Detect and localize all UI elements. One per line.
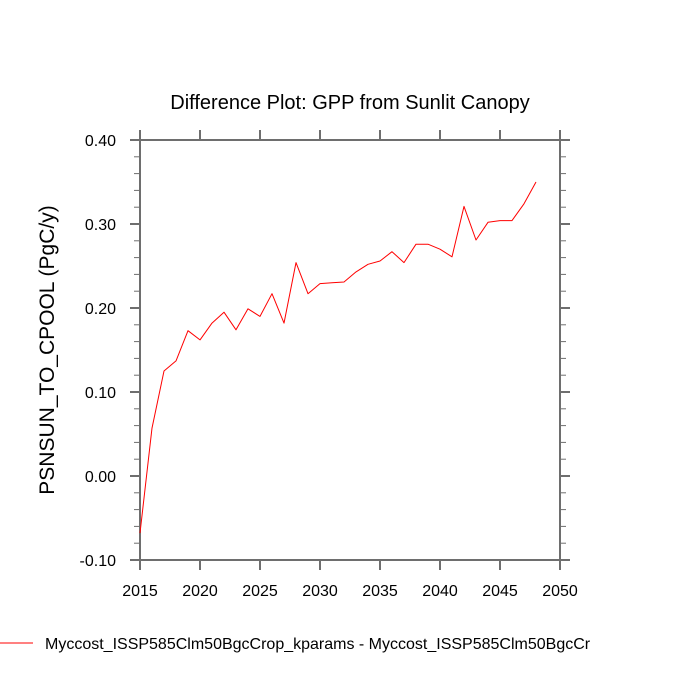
x-tick-label: 2035 [362, 583, 398, 600]
chart-title: Difference Plot: GPP from Sunlit Canopy [170, 92, 529, 114]
x-tick-label: 2050 [542, 583, 578, 600]
y-axis-ticks: -0.10 0.00 0.10 0.20 0.30 0.40 [80, 133, 570, 570]
y-tick-label: 0.40 [85, 133, 116, 150]
series-line [139, 181, 537, 534]
x-axis-ticks: 2015 2020 2025 2030 2035 2040 2045 2050 [122, 130, 578, 600]
legend-label: Myccost_ISSP585Clm50BgcCrop_kparams - My… [45, 636, 591, 653]
legend: Myccost_ISSP585Clm50BgcCrop_kparams - My… [0, 636, 591, 653]
y-tick-label: 0.20 [85, 301, 116, 318]
plot-axes [139, 139, 561, 561]
x-tick-label: 2045 [482, 583, 518, 600]
x-tick-label: 2030 [302, 583, 338, 600]
series-layer [139, 181, 537, 534]
plot-frame [139, 139, 561, 561]
x-tick-label: 2020 [182, 583, 218, 600]
y-tick-label: -0.10 [80, 553, 117, 570]
x-tick-label: 2015 [122, 583, 158, 600]
y-tick-label: 0.10 [85, 385, 116, 402]
y-tick-label: 0.00 [85, 469, 116, 486]
x-tick-label: 2040 [422, 583, 458, 600]
x-tick-label: 2025 [242, 583, 278, 600]
y-tick-label: 0.30 [85, 217, 116, 234]
y-axis-label: PSNSUN_TO_CPOOL (PgC/y) [36, 205, 59, 494]
